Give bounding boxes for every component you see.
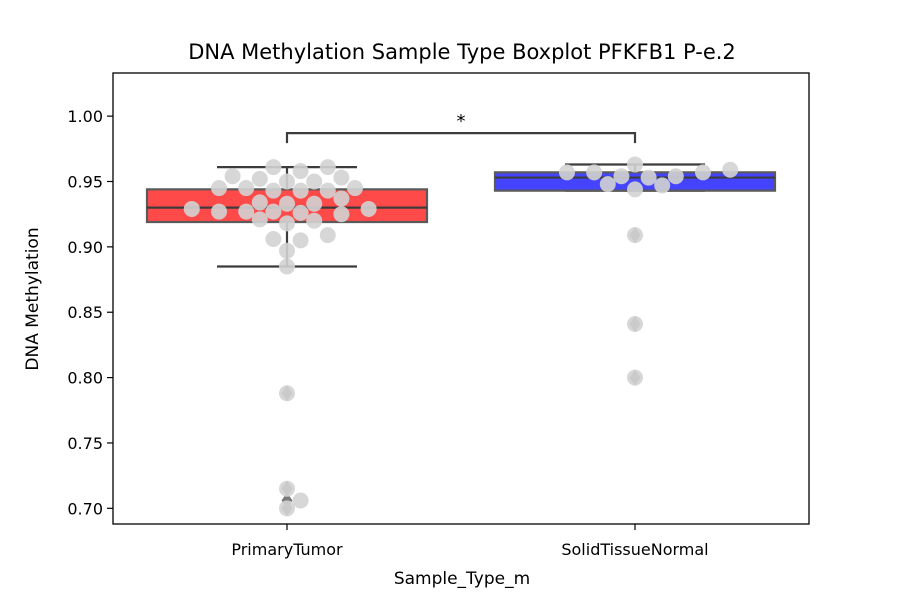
data-point-PrimaryTumor-20 — [292, 204, 309, 221]
data-point-PrimaryTumor-28 — [265, 231, 282, 248]
data-point-SolidTissueNormal-11 — [627, 227, 643, 244]
data-point-SolidTissueNormal-12 — [627, 315, 643, 332]
x-axis-label: Sample_Type_m — [394, 569, 530, 589]
y-tick-label-6: 1.00 — [67, 107, 103, 126]
data-point-SolidTissueNormal-7 — [667, 168, 684, 185]
y-tick-label-3: 0.85 — [67, 303, 103, 322]
data-point-PrimaryTumor-5 — [224, 168, 241, 185]
data-point-PrimaryTumor-34 — [279, 480, 295, 497]
x-tick-label-0: PrimaryTumor — [231, 540, 343, 559]
data-point-PrimaryTumor-25 — [251, 211, 268, 228]
data-point-PrimaryTumor-36 — [279, 500, 295, 517]
data-point-PrimaryTumor-30 — [292, 232, 309, 249]
data-point-PrimaryTumor-32 — [279, 258, 295, 275]
y-axis-label: DNA Methylation — [23, 227, 43, 370]
data-point-PrimaryTumor-23 — [183, 200, 200, 217]
data-point-SolidTissueNormal-9 — [599, 176, 616, 193]
x-tick-label-1: SolidTissueNormal — [561, 540, 708, 559]
significance-bracket — [285, 132, 637, 144]
data-point-PrimaryTumor-22 — [333, 206, 350, 223]
data-point-SolidTissueNormal-6 — [613, 168, 630, 185]
data-point-PrimaryTumor-29 — [279, 242, 295, 259]
data-point-PrimaryTumor-26 — [306, 212, 323, 229]
data-point-PrimaryTumor-19 — [265, 203, 282, 220]
data-point-PrimaryTumor-8 — [238, 180, 255, 197]
data-point-SolidTissueNormal-2 — [627, 156, 643, 173]
data-point-PrimaryTumor-33 — [279, 385, 295, 402]
chart-title: DNA Methylation Sample Type Boxplot PFKF… — [188, 40, 736, 64]
data-point-PrimaryTumor-18 — [360, 200, 377, 217]
y-tick-label-4: 0.90 — [67, 238, 103, 257]
data-point-PrimaryTumor-2 — [319, 159, 336, 176]
data-point-SolidTissueNormal-0 — [586, 164, 603, 181]
data-point-PrimaryTumor-31 — [319, 227, 336, 244]
data-point-PrimaryTumor-10 — [347, 180, 363, 197]
data-point-SolidTissueNormal-13 — [627, 369, 643, 386]
data-point-SolidTissueNormal-5 — [640, 169, 657, 186]
data-point-SolidTissueNormal-10 — [627, 181, 643, 198]
data-point-PrimaryTumor-15 — [251, 194, 268, 211]
y-tick-label-1: 0.75 — [67, 434, 103, 453]
data-point-PrimaryTumor-9 — [292, 182, 309, 199]
data-point-PrimaryTumor-17 — [306, 195, 323, 212]
data-point-PrimaryTumor-7 — [306, 173, 323, 190]
data-point-PrimaryTumor-4 — [279, 173, 295, 190]
data-point-PrimaryTumor-16 — [279, 195, 295, 212]
data-point-PrimaryTumor-27 — [279, 215, 295, 232]
data-point-PrimaryTumor-35 — [292, 492, 309, 509]
data-point-SolidTissueNormal-4 — [559, 164, 575, 181]
data-point-PrimaryTumor-14 — [333, 190, 350, 207]
data-point-PrimaryTumor-21 — [238, 203, 255, 220]
data-point-SolidTissueNormal-8 — [654, 177, 671, 194]
significance-label: * — [457, 111, 466, 132]
data-point-SolidTissueNormal-1 — [722, 161, 739, 178]
data-point-PrimaryTumor-12 — [319, 182, 336, 199]
y-tick-label-5: 0.95 — [67, 173, 103, 192]
data-point-PrimaryTumor-11 — [265, 182, 282, 199]
data-point-PrimaryTumor-13 — [211, 180, 227, 197]
data-point-PrimaryTumor-6 — [333, 169, 350, 186]
y-tick-label-0: 0.70 — [67, 499, 103, 518]
plot-frame — [112, 72, 810, 525]
data-point-PrimaryTumor-24 — [211, 203, 227, 220]
data-point-PrimaryTumor-0 — [265, 159, 282, 176]
data-point-PrimaryTumor-1 — [292, 163, 309, 180]
data-point-PrimaryTumor-3 — [251, 170, 268, 187]
data-point-SolidTissueNormal-3 — [695, 164, 711, 181]
y-tick-label-2: 0.80 — [67, 369, 103, 388]
